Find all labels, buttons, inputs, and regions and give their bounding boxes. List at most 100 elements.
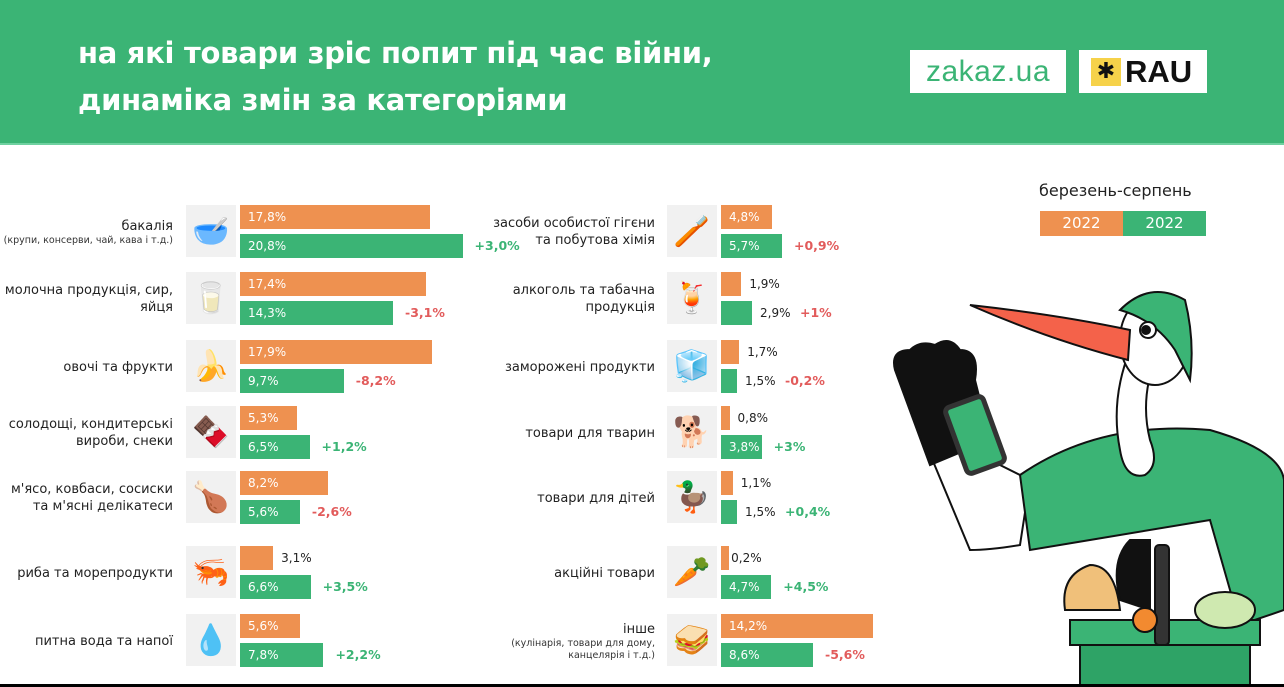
bar-series-b	[240, 369, 344, 393]
category-name: солодощі, кондитерські вироби, снеки	[8, 417, 173, 449]
bar-value-label: 1,7%	[747, 345, 778, 359]
bar-series-b	[240, 500, 300, 524]
zakaz-logo: zakaz.ua	[910, 50, 1066, 93]
bar-series-a	[240, 340, 432, 364]
bar-value-label: 4,8%	[729, 210, 760, 224]
bar-value-label: 17,9%	[248, 345, 287, 359]
category-name: заморожені продукти	[504, 359, 655, 375]
bar-series-a	[721, 340, 740, 364]
category-label: питна вода та напої	[3, 633, 173, 650]
category-label: товари для дітей	[485, 490, 655, 507]
bar-value-label: 20,8%	[248, 239, 287, 253]
bar-value-label: 9,7%	[248, 374, 279, 388]
change-delta-label: -3,1%	[405, 305, 445, 320]
change-delta-label: -0,2%	[785, 373, 825, 388]
change-delta-label: -2,6%	[311, 504, 352, 519]
category-name: товари для тварин	[525, 425, 655, 441]
category-label: алкоголь та табачна продукція	[485, 282, 655, 316]
change-delta-label: -5,6%	[825, 647, 865, 662]
pets-icon: 🐕	[667, 406, 717, 458]
bar-series-a	[721, 614, 873, 638]
category-name: овочі та фрукти	[63, 359, 173, 375]
change-delta-label: +0,9%	[793, 238, 840, 253]
category-subtitle: (крупи, консерви, чай, кава і т.д.)	[3, 234, 173, 246]
title-line-1: на які товари зріс попит під час війни,	[78, 36, 713, 70]
category-name: бакалія	[121, 218, 173, 234]
change-delta-label: +3%	[773, 439, 806, 454]
flour-icon: 🥣	[186, 205, 236, 257]
category-label: солодощі, кондитерські вироби, снеки	[3, 416, 173, 450]
bar-series-a	[240, 272, 427, 296]
banana-icon: 🍌	[186, 340, 236, 392]
category-name: засоби особистої гігєни та побутова хімі…	[493, 216, 655, 248]
bar-series-b	[721, 643, 814, 667]
meat-icon: 🍗	[186, 471, 236, 523]
bar-series-b	[240, 435, 310, 459]
bar-series-a	[240, 205, 431, 229]
bar-value-label: 2,9%	[760, 306, 791, 320]
bar-value-label: 5,6%	[248, 619, 279, 633]
bar-value-label: 6,6%	[248, 580, 279, 594]
bar-series-b	[721, 234, 782, 258]
category-label: м'ясо, ковбаси, сосиски та м'ясні деліка…	[3, 481, 173, 515]
groceries-icon: 🥕	[667, 546, 717, 598]
change-delta-label: +3,5%	[322, 579, 368, 594]
bar-value-label: 6,5%	[248, 440, 279, 454]
category-name: товари для дітей	[537, 490, 655, 506]
bar-value-label: 3,1%	[281, 551, 312, 565]
bar-value-label: 17,8%	[248, 210, 287, 224]
change-delta-label: +0,4%	[785, 504, 831, 519]
bar-value-label: 17,4%	[248, 277, 287, 291]
bar-series-a	[240, 471, 328, 495]
category-label: товари для тварин	[485, 425, 655, 442]
bar-series-b	[240, 643, 324, 667]
change-delta-label: -8,2%	[355, 373, 396, 388]
category-label: заморожені продукти	[485, 359, 655, 376]
category-name: акційні товари	[554, 565, 655, 581]
bar-series-b	[240, 234, 463, 258]
toothbrush-icon: 🪥	[667, 205, 717, 257]
category-name: інше	[622, 621, 655, 637]
category-name: питна вода та напої	[34, 633, 173, 649]
bar-series-a	[240, 546, 274, 570]
water-bottle-icon: 💧	[186, 614, 236, 666]
bottom-edge	[0, 684, 1284, 687]
milk-eggs-icon: 🥛	[186, 272, 236, 324]
rau-logo: ✱ RAU	[1079, 50, 1207, 93]
ice-cube-icon: 🧊	[667, 340, 717, 392]
category-name: алкоголь та табачна продукція	[512, 283, 655, 315]
bar-series-a	[721, 406, 730, 430]
bar-value-label: 8,2%	[248, 476, 279, 490]
bar-value-label: 4,7%	[729, 580, 760, 594]
bar-series-a	[721, 546, 729, 570]
bar-series-b	[721, 575, 772, 599]
category-label: інше (кулінарія, товари для дому, канцеля…	[485, 621, 655, 662]
bar-value-label: 5,7%	[729, 239, 760, 253]
change-delta-label: +1,2%	[321, 439, 367, 454]
category-label: акційні товари	[485, 565, 655, 582]
bar-value-label: 7,8%	[248, 648, 279, 662]
change-delta-label: +1%	[800, 305, 832, 320]
category-name: м'ясо, ковбаси, сосиски та м'ясні деліка…	[10, 482, 173, 514]
bar-value-label: 5,6%	[248, 505, 279, 519]
bar-value-label: 3,8%	[729, 440, 760, 454]
bar-value-label: 5,3%	[248, 411, 279, 425]
category-label: засоби особистої гігєни та побутова хімі…	[485, 215, 655, 249]
rau-logo-text: RAU	[1125, 54, 1193, 89]
bar-series-b	[721, 500, 738, 524]
bar-value-label: 1,1%	[740, 476, 772, 490]
category-label: овочі та фрукти	[3, 359, 173, 376]
category-label: риба та морепродукти	[3, 565, 173, 582]
legend-series-b: 2022	[1123, 211, 1206, 236]
change-delta-label: +2,2%	[335, 647, 381, 662]
rubber-duck-icon: 🦆	[667, 471, 717, 523]
category-name: молочна продукція, сир, яйця	[4, 283, 173, 315]
bar-value-label: 0,2%	[731, 551, 762, 565]
bar-value-label: 1,9%	[749, 277, 780, 291]
page-title: на які товари зріс попит під час війни, …	[78, 30, 713, 124]
legend-series-a: 2022	[1040, 211, 1123, 236]
legend-period: березень-серпень	[1039, 181, 1192, 200]
change-delta-label: +3,0%	[474, 238, 520, 253]
bar-series-b	[721, 435, 762, 459]
title-line-2: динаміка змін за категоріями	[78, 83, 568, 117]
